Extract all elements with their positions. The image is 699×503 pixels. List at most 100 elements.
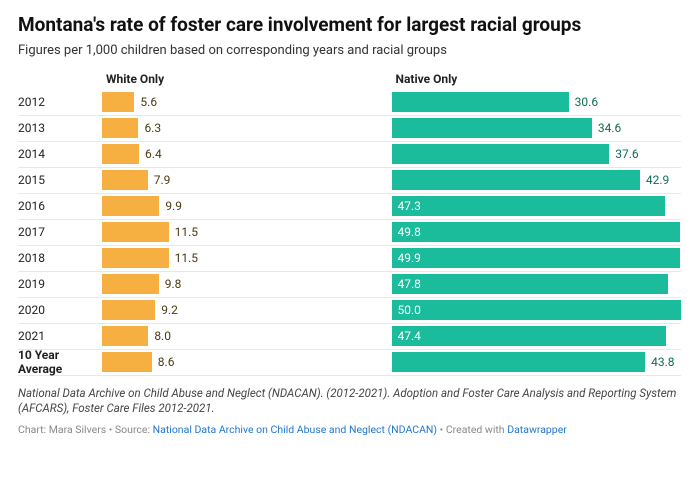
right-bar-cell: 47.4 — [392, 324, 682, 349]
right-bar: 47.4 — [392, 326, 666, 346]
left-bar — [102, 118, 138, 138]
chart-subtitle: Figures per 1,000 children based on corr… — [18, 43, 681, 58]
row-label: 2016 — [18, 199, 102, 213]
left-value: 6.3 — [144, 121, 161, 135]
right-bar — [392, 144, 610, 164]
left-value: 9.2 — [161, 303, 178, 317]
left-bar — [102, 222, 169, 242]
right-bar-cell: 30.6 — [392, 90, 682, 115]
right-bar: 47.3 — [392, 196, 666, 216]
left-bar-cell: 6.3 — [102, 116, 392, 141]
row-label: 2020 — [18, 303, 102, 317]
column-header-right: Native Only — [392, 72, 682, 86]
right-value: 37.6 — [615, 147, 638, 161]
right-bar — [392, 92, 569, 112]
table-row: 2017 11.5 49.8 — [18, 220, 681, 246]
credit-prefix: Chart: Mara Silvers • Source: — [18, 423, 153, 436]
table-row: 2018 11.5 49.9 — [18, 246, 681, 272]
credit-line: Chart: Mara Silvers • Source: National D… — [18, 423, 681, 436]
right-bar — [392, 170, 640, 190]
table-row: 2019 9.8 47.8 — [18, 272, 681, 298]
source-link[interactable]: National Data Archive on Child Abuse and… — [153, 423, 437, 436]
right-bar-cell: 43.8 — [392, 350, 682, 375]
right-value: 47.4 — [398, 329, 421, 343]
left-bar — [102, 300, 155, 320]
credit-middle: • Created with — [437, 423, 507, 436]
left-value: 5.6 — [140, 95, 157, 109]
left-bar-cell: 5.6 — [102, 90, 392, 115]
right-value: 50.0 — [398, 303, 421, 317]
left-bar-cell: 11.5 — [102, 220, 392, 245]
right-bar: 50.0 — [392, 300, 682, 320]
right-value: 49.9 — [398, 251, 421, 265]
table-row: 2016 9.9 47.3 — [18, 194, 681, 220]
column-header-left: White Only — [102, 72, 392, 86]
left-bar — [102, 352, 152, 372]
right-bar: 49.9 — [392, 248, 681, 268]
row-label: 2018 — [18, 251, 102, 265]
right-value: 43.8 — [651, 355, 674, 369]
table-row: 2012 5.6 30.6 — [18, 90, 681, 116]
left-value: 8.6 — [158, 355, 175, 369]
right-bar — [392, 352, 646, 372]
left-value: 9.8 — [165, 277, 182, 291]
left-bar-cell: 6.4 — [102, 142, 392, 167]
right-value: 34.6 — [598, 121, 621, 135]
column-headers: White Only Native Only — [18, 72, 681, 86]
left-bar — [102, 248, 169, 268]
footer-note: National Data Archive on Child Abuse and… — [18, 386, 681, 417]
left-bar-cell: 7.9 — [102, 168, 392, 193]
left-value: 7.9 — [154, 173, 171, 187]
table-row: 2013 6.3 34.6 — [18, 116, 681, 142]
left-bar — [102, 326, 148, 346]
left-bar-cell: 9.9 — [102, 194, 392, 219]
table-row: 10 Year Average 8.6 43.8 — [18, 350, 681, 376]
table-row: 2020 9.2 50.0 — [18, 298, 681, 324]
row-label: 2019 — [18, 277, 102, 291]
table-row: 2021 8.0 47.4 — [18, 324, 681, 350]
left-bar — [102, 196, 159, 216]
left-value: 8.0 — [154, 329, 171, 343]
row-label: 2013 — [18, 121, 102, 135]
right-value: 30.6 — [575, 95, 598, 109]
left-bar — [102, 274, 159, 294]
right-bar-cell: 47.8 — [392, 272, 682, 297]
right-bar-cell: 50.0 — [392, 298, 682, 323]
row-label: 2014 — [18, 147, 102, 161]
right-bar-cell: 47.3 — [392, 194, 682, 219]
row-label: 2021 — [18, 329, 102, 343]
left-bar-cell: 8.0 — [102, 324, 392, 349]
left-value: 11.5 — [175, 225, 198, 239]
right-bar-cell: 49.8 — [392, 220, 682, 245]
left-value: 11.5 — [175, 251, 198, 265]
right-bar-cell: 34.6 — [392, 116, 682, 141]
left-bar — [102, 170, 148, 190]
row-label: 2012 — [18, 95, 102, 109]
right-bar-cell: 42.9 — [392, 168, 682, 193]
tool-link[interactable]: Datawrapper — [507, 423, 567, 436]
right-value: 47.8 — [398, 277, 421, 291]
right-bar: 49.8 — [392, 222, 680, 242]
right-bar-cell: 37.6 — [392, 142, 682, 167]
chart-rows: 2012 5.6 30.6 2013 6.3 34.6 2014 6.4 37.6 2015 7.9… — [18, 90, 681, 376]
right-value: 49.8 — [398, 225, 421, 239]
left-bar — [102, 92, 134, 112]
table-row: 2014 6.4 37.6 — [18, 142, 681, 168]
right-bar-cell: 49.9 — [392, 246, 682, 271]
right-value: 42.9 — [646, 173, 669, 187]
left-bar-cell: 9.8 — [102, 272, 392, 297]
row-label: 2017 — [18, 225, 102, 239]
left-bar — [102, 144, 139, 164]
left-bar-cell: 8.6 — [102, 350, 392, 375]
left-value: 6.4 — [145, 147, 162, 161]
table-row: 2015 7.9 42.9 — [18, 168, 681, 194]
left-value: 9.9 — [165, 199, 182, 213]
row-label: 10 Year Average — [18, 348, 102, 376]
right-bar — [392, 118, 592, 138]
chart-title: Montana's rate of foster care involvemen… — [18, 14, 681, 37]
right-bar: 47.8 — [392, 274, 669, 294]
left-bar-cell: 9.2 — [102, 298, 392, 323]
row-label: 2015 — [18, 173, 102, 187]
left-bar-cell: 11.5 — [102, 246, 392, 271]
right-value: 47.3 — [398, 199, 421, 213]
